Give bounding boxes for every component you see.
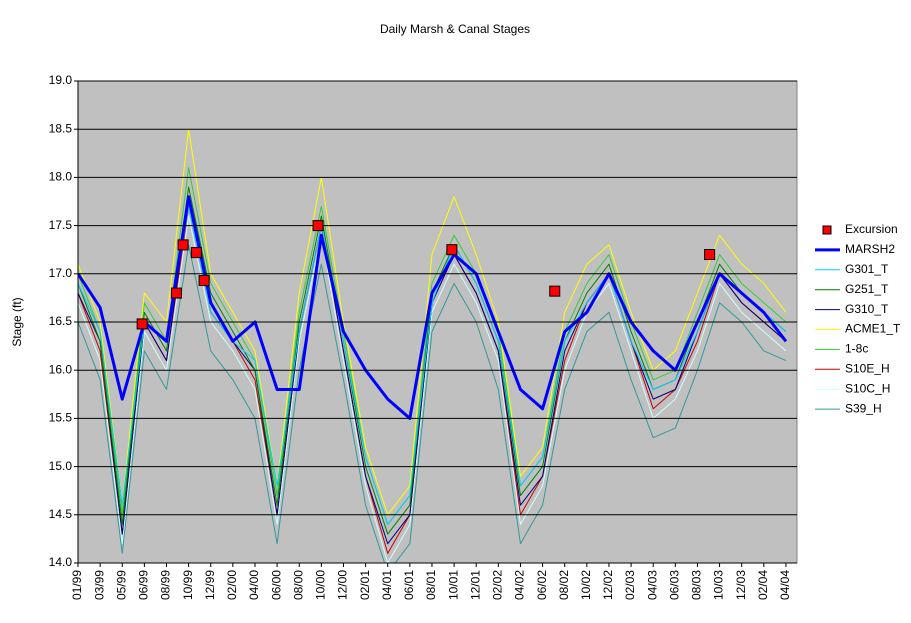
legend-label: 1-8c	[845, 342, 868, 356]
legend-label: S39_H	[845, 401, 882, 415]
y-tick-label: 18.5	[49, 121, 73, 135]
x-tick-label: 03/99	[92, 570, 106, 600]
x-tick-label: 04/04	[778, 570, 792, 600]
x-tick-label: 12/03	[734, 570, 748, 600]
x-tick-label: 06/01	[402, 570, 416, 600]
excursion-marker	[136, 318, 148, 330]
x-tick-label: 10/03	[712, 570, 726, 600]
legend-label: S10C_H	[845, 381, 890, 395]
x-tick-label: 10/00	[314, 570, 328, 600]
x-tick-label: 12/00	[336, 570, 350, 600]
legend-marker	[822, 225, 832, 235]
x-tick-label: 02/01	[358, 570, 372, 600]
y-tick-label: 19.0	[49, 73, 73, 87]
y-tick-label: 17.0	[49, 266, 73, 280]
x-tick-label: 01/99	[70, 570, 84, 600]
y-tick-label: 15.0	[49, 459, 73, 473]
x-tick-label: 08/99	[159, 570, 173, 600]
x-tick-label: 06/00	[269, 570, 283, 600]
excursion-marker	[170, 287, 182, 299]
x-tick-label: 02/03	[623, 570, 637, 600]
x-tick-label: 02/02	[491, 570, 505, 600]
x-tick-label: 12/99	[203, 570, 217, 600]
y-tick-label: 14.5	[49, 507, 73, 521]
legend-label: G310_T	[845, 302, 889, 316]
series-line	[78, 244, 787, 563]
y-axis-label: Stage (ft)	[10, 297, 24, 346]
x-tick-label: 04/00	[247, 570, 261, 600]
excursion-marker	[549, 285, 561, 297]
excursion-marker	[312, 220, 324, 232]
y-tick-label: 15.5	[49, 411, 73, 425]
series-line	[78, 195, 788, 420]
x-tick-label: 02/04	[756, 570, 770, 600]
y-tick-label: 17.5	[49, 218, 73, 232]
x-tick-label: 08/01	[424, 570, 438, 600]
x-tick-label: 10/99	[181, 570, 195, 600]
y-tick-label: 18.0	[49, 170, 73, 184]
y-tick-label: 16.0	[49, 362, 73, 376]
x-tick-label: 02/00	[225, 570, 239, 600]
excursion-marker	[177, 239, 189, 251]
x-tick-label: 05/99	[114, 570, 128, 600]
x-tick-label: 04/02	[513, 570, 527, 600]
x-tick-label: 06/99	[137, 570, 151, 600]
excursion-marker	[190, 247, 202, 259]
legend-label: G251_T	[845, 282, 889, 296]
excursion-marker	[704, 249, 716, 261]
x-tick-label: 08/02	[557, 570, 571, 600]
legend-label: Excursion	[845, 222, 898, 236]
x-tick-label: 06/03	[667, 570, 681, 600]
x-tick-label: 08/00	[291, 570, 305, 600]
x-tick-label: 12/02	[601, 570, 615, 600]
excursion-marker	[198, 275, 210, 287]
x-tick-label: 08/03	[690, 570, 704, 600]
x-tick-label: 06/02	[535, 570, 549, 600]
legend-label: MARSH2	[845, 242, 895, 256]
y-tick-label: 14.0	[49, 555, 73, 569]
series-line	[78, 205, 787, 525]
legend-label: ACME1_T	[845, 322, 901, 336]
x-tick-label: 04/01	[380, 570, 394, 600]
y-tick-label: 16.5	[49, 314, 73, 328]
chart-title: Daily Marsh & Canal Stages	[380, 22, 530, 36]
legend-label: S10E_H	[845, 361, 890, 375]
x-tick-label: 12/01	[468, 570, 482, 600]
x-tick-label: 10/02	[579, 570, 593, 600]
legend-label: G301_T	[845, 262, 889, 276]
excursion-marker	[446, 244, 458, 256]
x-tick-label: 04/03	[645, 570, 659, 600]
x-tick-label: 10/01	[446, 570, 460, 600]
series-line	[78, 167, 787, 525]
